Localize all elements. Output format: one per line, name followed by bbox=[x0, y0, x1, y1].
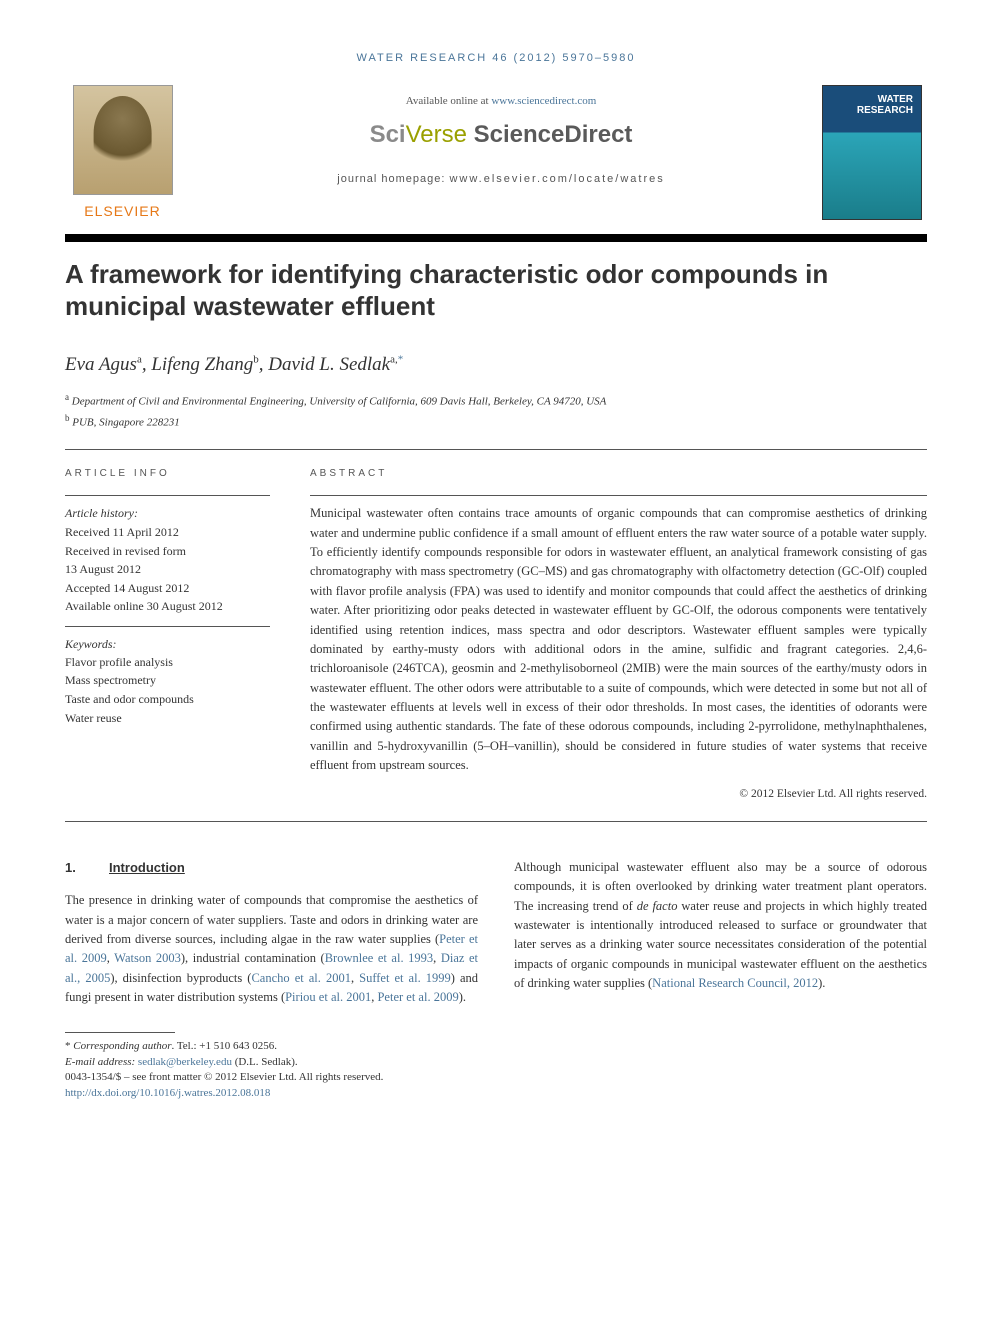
keyword-item: Mass spectrometry bbox=[65, 671, 270, 690]
body-column-right: Although municipal wastewater effluent a… bbox=[514, 858, 927, 1103]
journal-home-label: journal homepage: bbox=[337, 173, 449, 185]
author-2: Lifeng Zhang bbox=[151, 354, 253, 375]
corresponding-mark: * bbox=[398, 353, 404, 365]
keyword-item: Flavor profile analysis bbox=[65, 653, 270, 672]
abstract-rule bbox=[310, 495, 927, 496]
divider-bottom bbox=[65, 821, 927, 822]
elsevier-wordmark: ELSEVIER bbox=[84, 201, 160, 222]
author-1: Eva Agus bbox=[65, 354, 137, 375]
ref-link[interactable]: Cancho et al. 2001 bbox=[251, 971, 350, 985]
date-online: Available online 30 August 2012 bbox=[65, 597, 270, 616]
journal-cover-icon: WATER RESEARCH bbox=[822, 85, 922, 220]
ref-link[interactable]: Watson 2003 bbox=[114, 951, 181, 965]
abstract-label: ABSTRACT bbox=[310, 466, 927, 481]
sv-verse: Verse bbox=[406, 121, 467, 148]
de-facto-phrase: de facto bbox=[637, 899, 678, 913]
abstract-text: Municipal wastewater often contains trac… bbox=[310, 504, 927, 775]
running-head: WATER RESEARCH 46 (2012) 5970–5980 bbox=[65, 50, 927, 67]
section-number: 1. bbox=[65, 858, 109, 878]
email-line: E-mail address: sedlak@berkeley.edu (D.L… bbox=[65, 1055, 478, 1071]
elsevier-tree-icon bbox=[73, 85, 173, 195]
info-rule-2 bbox=[65, 626, 270, 627]
keyword-item: Taste and odor compounds bbox=[65, 690, 270, 709]
author-3: David L. Sedlak bbox=[268, 354, 390, 375]
available-prefix: Available online at bbox=[406, 95, 492, 107]
journal-homepage: journal homepage: www.elsevier.com/locat… bbox=[190, 171, 812, 188]
date-revised-2: 13 August 2012 bbox=[65, 560, 270, 579]
ref-link[interactable]: National Research Council, 2012 bbox=[652, 976, 818, 990]
intro-paragraph-1: The presence in drinking water of compou… bbox=[65, 891, 478, 1007]
footnote-block: * Corresponding author. Tel.: +1 510 643… bbox=[65, 1039, 478, 1103]
journal-header: ELSEVIER Available online at www.science… bbox=[65, 85, 927, 222]
ref-link[interactable]: Suffet et al. 1999 bbox=[359, 971, 451, 985]
doi-line: http://dx.doi.org/10.1016/j.watres.2012.… bbox=[65, 1086, 478, 1102]
cover-line2: RESEARCH bbox=[857, 105, 913, 116]
article-title: A framework for identifying characterist… bbox=[65, 258, 927, 323]
history-head: Article history: bbox=[65, 504, 270, 523]
sciencedirect-link[interactable]: www.sciencedirect.com bbox=[491, 95, 596, 107]
article-info: ARTICLE INFO Article history: Received 1… bbox=[65, 466, 270, 803]
section-heading: 1.Introduction bbox=[65, 858, 478, 878]
date-accepted: Accepted 14 August 2012 bbox=[65, 579, 270, 598]
front-matter-line: 0043-1354/$ – see front matter © 2012 El… bbox=[65, 1070, 478, 1086]
keyword-item: Water reuse bbox=[65, 709, 270, 728]
journal-home-url[interactable]: www.elsevier.com/locate/watres bbox=[449, 173, 664, 185]
corresponding-author-line: * Corresponding author. Tel.: +1 510 643… bbox=[65, 1039, 478, 1055]
section-title: Introduction bbox=[109, 860, 185, 875]
footnote-rule bbox=[65, 1032, 175, 1033]
author-1-affil: a bbox=[137, 353, 142, 365]
date-revised-1: Received in revised form bbox=[65, 542, 270, 561]
authors-line: Eva Agusa, Lifeng Zhangb, David L. Sedla… bbox=[65, 351, 927, 380]
intro-paragraph-2: Although municipal wastewater effluent a… bbox=[514, 858, 927, 994]
date-received: Received 11 April 2012 bbox=[65, 523, 270, 542]
affiliation-b: b PUB, Singapore 228231 bbox=[65, 412, 927, 431]
publisher-block: ELSEVIER bbox=[65, 85, 180, 222]
affiliation-a: a Department of Civil and Environmental … bbox=[65, 391, 927, 410]
ref-link[interactable]: Peter et al. 2009 bbox=[377, 990, 458, 1004]
available-online: Available online at www.sciencedirect.co… bbox=[190, 93, 812, 110]
body-column-left: 1.Introduction The presence in drinking … bbox=[65, 858, 478, 1103]
sciverse-logo: SciVerse ScienceDirect bbox=[190, 117, 812, 153]
divider-top bbox=[65, 449, 927, 450]
ref-link[interactable]: Brownlee et al. 1993 bbox=[325, 951, 433, 965]
info-rule-1 bbox=[65, 495, 270, 496]
sv-direct: ScienceDirect bbox=[467, 121, 632, 148]
article-info-label: ARTICLE INFO bbox=[65, 466, 270, 481]
cover-line1: WATER bbox=[857, 94, 913, 105]
email-link[interactable]: sedlak@berkeley.edu bbox=[138, 1056, 232, 1068]
doi-link[interactable]: http://dx.doi.org/10.1016/j.watres.2012.… bbox=[65, 1087, 270, 1099]
ref-link[interactable]: Piriou et al. 2001 bbox=[285, 990, 371, 1004]
abstract-block: ABSTRACT Municipal wastewater often cont… bbox=[310, 466, 927, 803]
sv-sci: Sci bbox=[370, 121, 406, 148]
keywords-head: Keywords: bbox=[65, 635, 270, 653]
author-2-affil: b bbox=[253, 353, 259, 365]
author-3-affil: a,* bbox=[390, 353, 403, 365]
copyright-line: © 2012 Elsevier Ltd. All rights reserved… bbox=[310, 786, 927, 803]
title-rule bbox=[65, 234, 927, 242]
